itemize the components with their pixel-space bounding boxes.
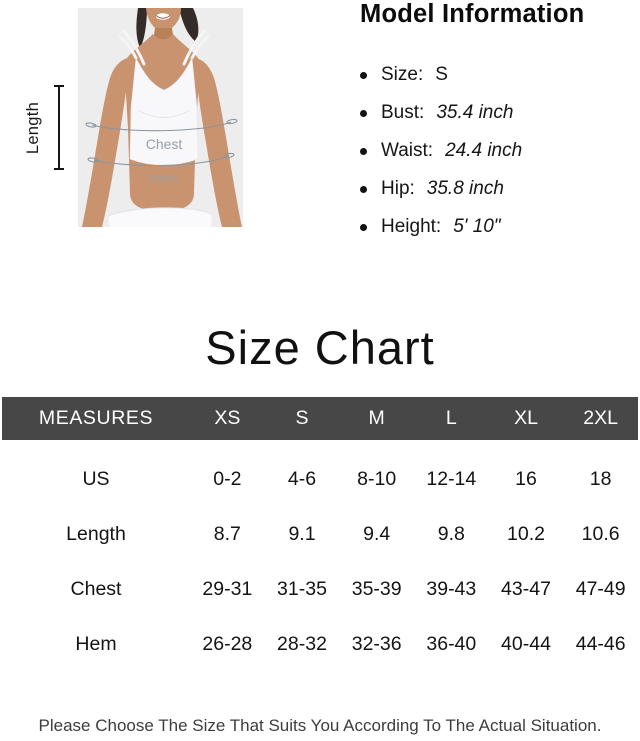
hair-left xyxy=(136,8,147,48)
model-info-label: Waist: xyxy=(381,140,434,161)
length-measurement-annotation: Length xyxy=(20,85,68,170)
table-cell: 47-49 xyxy=(575,578,626,600)
size-table-header-row: MEASURES XS S M L XL 2XL xyxy=(2,397,638,440)
row-label: Chest xyxy=(70,578,122,600)
sports-bra xyxy=(129,56,199,166)
table-cell: 44-46 xyxy=(575,633,626,655)
length-label: Length xyxy=(24,101,42,154)
model-info-value: 24.4 inch xyxy=(445,140,523,161)
model-information-panel: Model Information Size: S Bust: 35.4 inc… xyxy=(348,0,636,246)
length-arrow-line xyxy=(54,85,64,170)
model-photo: Chest Hem xyxy=(78,8,243,227)
model-info-label: Size: xyxy=(381,64,424,85)
table-cell: 32-36 xyxy=(351,633,402,655)
model-info-item-height: Height: 5' 10" xyxy=(348,208,636,246)
model-info-value: 5' 10" xyxy=(453,216,501,237)
table-cell: 35-39 xyxy=(351,578,402,600)
table-cell: 4-6 xyxy=(287,468,317,490)
model-info-item-waist: Waist: 24.4 inch xyxy=(348,132,636,170)
table-cell: 10.2 xyxy=(507,523,545,545)
model-info-item-hip: Hip: 35.8 inch xyxy=(348,170,636,208)
row-label: Length xyxy=(66,523,126,545)
table-row-chest: Chest 29-31 31-35 35-39 39-43 43-47 47-4… xyxy=(2,562,638,617)
model-info-list: Size: S Bust: 35.4 inch Waist: 24.4 inch… xyxy=(348,56,636,246)
leggings xyxy=(108,207,212,227)
table-cell: 10.6 xyxy=(581,523,620,545)
table-cell: 28-32 xyxy=(277,633,327,655)
model-info-value: 35.8 inch xyxy=(426,178,504,199)
column-header-2xl: 2XL xyxy=(583,407,618,429)
table-cell: 29-31 xyxy=(202,578,253,600)
smile xyxy=(156,13,170,20)
size-table-body: US 0-2 4-6 8-10 12-14 16 18 Length 8.7 9… xyxy=(2,452,638,672)
column-header-s: S xyxy=(295,407,309,429)
table-cell: 40-44 xyxy=(501,633,551,655)
hem-tape-line xyxy=(87,152,235,167)
bullet-icon xyxy=(360,147,367,155)
table-row-us: US 0-2 4-6 8-10 12-14 16 18 xyxy=(2,452,638,507)
table-cell: 39-43 xyxy=(426,578,477,600)
table-cell: 9.1 xyxy=(288,523,316,545)
bra-straps xyxy=(118,29,210,66)
face xyxy=(146,8,181,33)
table-cell: 12-14 xyxy=(426,468,477,490)
table-cell: 16 xyxy=(515,468,537,490)
row-label: US xyxy=(82,468,110,490)
model-info-item-bust: Bust: 35.4 inch xyxy=(348,94,636,132)
table-row-length: Length 8.7 9.1 9.4 9.8 10.2 10.6 xyxy=(2,507,638,562)
table-cell: 8.7 xyxy=(213,523,241,545)
table-cell: 9.8 xyxy=(437,523,465,545)
model-info-label: Height: xyxy=(381,216,442,237)
size-chart-title: Size Chart xyxy=(205,321,435,374)
bullet-icon xyxy=(360,185,367,193)
table-cell: 26-28 xyxy=(202,633,253,655)
chest-tape-line xyxy=(85,118,238,132)
column-header-xl: XL xyxy=(514,407,538,429)
model-info-label: Bust: xyxy=(381,102,425,123)
bullet-icon xyxy=(360,109,367,117)
table-cell: 43-47 xyxy=(501,578,551,600)
hem-label: Hem xyxy=(148,170,178,186)
model-info-title: Model Information xyxy=(360,0,585,28)
column-header-xs: XS xyxy=(214,407,241,429)
footer-note: Please Choose The Size That Suits You Ac… xyxy=(38,716,602,735)
table-cell: 0-2 xyxy=(213,468,242,490)
table-row-hem: Hem 26-28 28-32 32-36 36-40 40-44 44-46 xyxy=(2,617,638,672)
model-info-value: 35.4 inch xyxy=(436,102,514,123)
column-header-m: M xyxy=(368,407,385,429)
model-info-label: Hip: xyxy=(381,178,415,199)
model-info-item-size: Size: S xyxy=(348,56,636,94)
column-header-l: L xyxy=(445,407,457,429)
model-figure-illustration: Chest Hem xyxy=(78,8,243,227)
chest-label: Chest xyxy=(146,136,183,152)
model-info-value: S xyxy=(435,64,448,85)
hair-right xyxy=(179,8,199,42)
right-arm xyxy=(194,58,242,227)
table-cell: 8-10 xyxy=(357,468,397,490)
bullet-icon xyxy=(360,223,367,231)
bullet-icon xyxy=(360,71,367,79)
table-cell: 18 xyxy=(589,468,612,490)
row-label: Hem xyxy=(75,633,117,655)
left-arm xyxy=(82,58,130,227)
table-cell: 31-35 xyxy=(277,578,327,600)
column-header-measures: MEASURES xyxy=(38,407,154,429)
table-cell: 36-40 xyxy=(426,633,477,655)
table-cell: 9.4 xyxy=(363,523,391,545)
